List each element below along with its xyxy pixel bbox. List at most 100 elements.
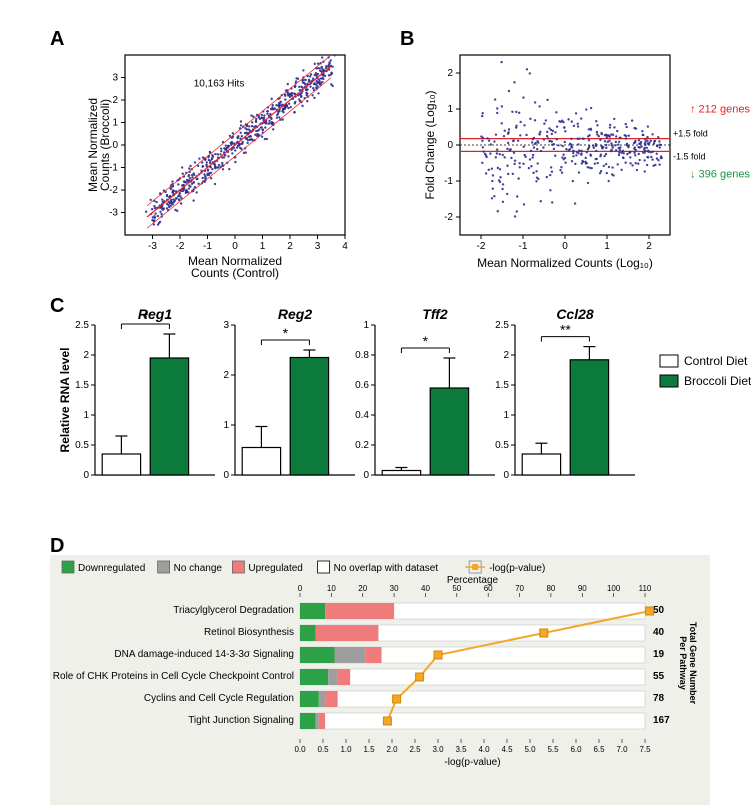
svg-text:1: 1 bbox=[223, 420, 229, 431]
panel-d-pathways: Downregulated No change Upregulated No over… bbox=[50, 555, 710, 805]
svg-text:3: 3 bbox=[223, 320, 229, 331]
svg-text:-1.5 fold: -1.5 fold bbox=[673, 151, 706, 161]
svg-text:1.5: 1.5 bbox=[75, 380, 89, 391]
svg-text:1: 1 bbox=[447, 104, 453, 115]
svg-text:0: 0 bbox=[232, 241, 238, 252]
svg-text:2: 2 bbox=[83, 350, 89, 361]
svg-text:Counts (Control): Counts (Control) bbox=[191, 266, 279, 280]
svg-text:3: 3 bbox=[315, 241, 321, 252]
svg-text:2: 2 bbox=[223, 370, 229, 381]
svg-text:0: 0 bbox=[298, 584, 303, 593]
svg-text:-1: -1 bbox=[519, 241, 528, 252]
svg-text:4.0: 4.0 bbox=[478, 745, 490, 754]
panel-b-scatter: -2-1012-2-1012+1.5 fold-1.5 fold↑ 212 ge… bbox=[420, 45, 730, 285]
svg-text:2: 2 bbox=[503, 350, 509, 361]
svg-text:60: 60 bbox=[484, 584, 493, 593]
svg-text:0.8: 0.8 bbox=[355, 350, 369, 361]
svg-text:-3: -3 bbox=[109, 208, 118, 219]
svg-text:Counts (Broccoli): Counts (Broccoli) bbox=[98, 99, 112, 191]
svg-text:2: 2 bbox=[447, 68, 453, 79]
svg-text:0: 0 bbox=[83, 470, 89, 481]
svg-text:167: 167 bbox=[653, 715, 670, 726]
svg-text:0.4: 0.4 bbox=[355, 410, 369, 421]
svg-text:3.5: 3.5 bbox=[455, 745, 467, 754]
svg-text:70: 70 bbox=[515, 584, 524, 593]
svg-text:3: 3 bbox=[112, 73, 118, 84]
svg-text:0.2: 0.2 bbox=[355, 440, 369, 451]
svg-text:-log(p-value): -log(p-value) bbox=[489, 563, 545, 574]
svg-text:-log(p-value): -log(p-value) bbox=[444, 757, 500, 768]
svg-text:**: ** bbox=[560, 322, 571, 338]
svg-text:110: 110 bbox=[639, 584, 652, 593]
svg-text:7.5: 7.5 bbox=[639, 745, 651, 754]
panel-a-scatter: -3-2-101234-3-2-1012310,163 HitsMean Nor… bbox=[85, 45, 335, 285]
svg-text:0.6: 0.6 bbox=[355, 380, 369, 391]
svg-text:2: 2 bbox=[112, 95, 118, 106]
svg-text:1.5: 1.5 bbox=[363, 745, 375, 754]
svg-text:2: 2 bbox=[646, 241, 652, 252]
svg-text:Per Pathway: Per Pathway bbox=[678, 636, 688, 690]
svg-text:No overlap with dataset: No overlap with dataset bbox=[334, 563, 439, 574]
svg-text:*: * bbox=[283, 325, 289, 341]
svg-text:0.0: 0.0 bbox=[294, 745, 306, 754]
svg-text:3.0: 3.0 bbox=[432, 745, 444, 754]
panel-c-bars: Relative RNA level00.511.522.5Reg1*0123R… bbox=[55, 300, 745, 530]
panel-b-label: B bbox=[400, 28, 414, 51]
svg-text:50: 50 bbox=[452, 584, 461, 593]
svg-text:Control Diet: Control Diet bbox=[684, 354, 748, 368]
svg-text:-1: -1 bbox=[203, 241, 212, 252]
svg-text:0: 0 bbox=[447, 140, 453, 151]
svg-text:1: 1 bbox=[604, 241, 610, 252]
svg-text:+1.5 fold: +1.5 fold bbox=[673, 129, 708, 139]
svg-text:↑ 212 genes: ↑ 212 genes bbox=[690, 104, 750, 116]
svg-text:0.5: 0.5 bbox=[317, 745, 329, 754]
svg-text:Upregulated: Upregulated bbox=[248, 563, 302, 574]
svg-text:Tight Junction Signaling: Tight Junction Signaling bbox=[188, 715, 294, 726]
svg-text:DNA damage-induced 14-3-3σ Sig: DNA damage-induced 14-3-3σ Signaling bbox=[114, 649, 294, 660]
svg-text:2.5: 2.5 bbox=[495, 320, 509, 331]
svg-text:6.0: 6.0 bbox=[570, 745, 582, 754]
svg-text:Broccoli Diet: Broccoli Diet bbox=[684, 374, 751, 388]
svg-text:30: 30 bbox=[390, 584, 399, 593]
svg-text:7.0: 7.0 bbox=[616, 745, 628, 754]
svg-text:0: 0 bbox=[562, 241, 568, 252]
svg-text:*: * bbox=[143, 309, 149, 325]
svg-text:5.5: 5.5 bbox=[547, 745, 559, 754]
svg-text:2: 2 bbox=[287, 241, 293, 252]
svg-text:1: 1 bbox=[260, 241, 266, 252]
svg-text:-1: -1 bbox=[444, 176, 453, 187]
svg-text:Ccl28: Ccl28 bbox=[556, 306, 594, 322]
svg-text:1: 1 bbox=[503, 410, 509, 421]
svg-text:40: 40 bbox=[421, 584, 430, 593]
svg-text:↓ 396 genes: ↓ 396 genes bbox=[690, 168, 750, 180]
svg-text:-2: -2 bbox=[444, 212, 453, 223]
svg-text:4: 4 bbox=[342, 241, 348, 252]
svg-text:Triacylglycerol Degradation: Triacylglycerol Degradation bbox=[173, 605, 294, 616]
svg-text:Total Gene Number: Total Gene Number bbox=[688, 622, 698, 705]
svg-text:Tff2: Tff2 bbox=[422, 306, 448, 322]
svg-text:Relative RNA level: Relative RNA level bbox=[58, 348, 72, 453]
svg-text:100: 100 bbox=[607, 584, 621, 593]
svg-text:2.0: 2.0 bbox=[386, 745, 398, 754]
svg-text:10,163 Hits: 10,163 Hits bbox=[194, 79, 245, 90]
svg-text:1.0: 1.0 bbox=[340, 745, 352, 754]
svg-text:5.0: 5.0 bbox=[524, 745, 536, 754]
svg-text:No change: No change bbox=[174, 563, 223, 574]
svg-text:0.5: 0.5 bbox=[75, 440, 89, 451]
svg-text:2.5: 2.5 bbox=[75, 320, 89, 331]
svg-text:Fold Change (Log₁₀): Fold Change (Log₁₀) bbox=[423, 90, 437, 199]
svg-text:-2: -2 bbox=[477, 241, 486, 252]
svg-text:0.5: 0.5 bbox=[495, 440, 509, 451]
svg-text:1: 1 bbox=[83, 410, 89, 421]
panel-a-label: A bbox=[50, 28, 64, 51]
svg-text:Downregulated: Downregulated bbox=[78, 563, 145, 574]
svg-text:10: 10 bbox=[327, 584, 336, 593]
svg-text:*: * bbox=[423, 333, 429, 349]
svg-text:0: 0 bbox=[503, 470, 509, 481]
svg-text:1.5: 1.5 bbox=[495, 380, 509, 391]
svg-text:-3: -3 bbox=[148, 241, 157, 252]
svg-text:19: 19 bbox=[653, 649, 665, 660]
svg-text:0: 0 bbox=[363, 470, 369, 481]
svg-text:Role of CHK Proteins in Cell C: Role of CHK Proteins in Cell Cycle Check… bbox=[53, 671, 294, 682]
svg-text:Retinol Biosynthesis: Retinol Biosynthesis bbox=[204, 627, 294, 638]
